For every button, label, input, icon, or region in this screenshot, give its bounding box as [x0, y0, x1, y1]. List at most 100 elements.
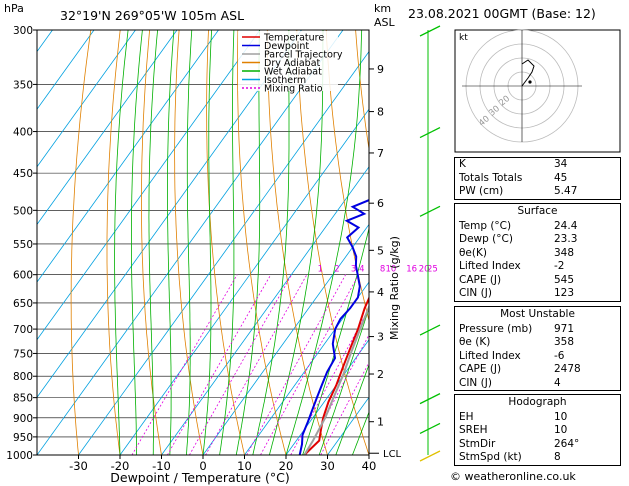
most-unstable-panel: Most Unstable Pressure (mb) 971 θe (K) 358 Li…	[454, 306, 621, 391]
dry-adiabat	[70, 30, 92, 455]
mixing-ratio-line	[205, 274, 308, 455]
asl-unit: ASL	[374, 16, 396, 29]
hodograph-stats-panel: Hodograph EH 10 SREH 10 StmDir 264° StmSpd (kt)…	[454, 394, 621, 466]
wet-adiabat	[318, 306, 369, 455]
series-parcel-trajectory	[303, 304, 369, 455]
panel-title: Most Unstable	[500, 308, 575, 320]
mixing-ratio-line	[320, 361, 369, 455]
mixing-ratio-value: 16	[406, 265, 417, 275]
row-value: 358	[554, 336, 575, 348]
panel-title: Hodograph	[508, 396, 567, 408]
row-label: Pressure (mb)	[459, 322, 533, 335]
mixing-ratio-value: 8	[380, 265, 385, 275]
copyright: © weatheronline.co.uk	[450, 470, 576, 483]
panel-row: CIN (J) 123	[455, 287, 620, 301]
legend-box	[238, 31, 338, 91]
temperature-tick-label: 40	[362, 459, 377, 473]
wind-barb	[419, 130, 433, 139]
legend-label: Wet Adiabat	[264, 67, 322, 78]
wet-adiabat	[235, 30, 261, 455]
row-value: 10	[554, 424, 568, 436]
pressure-tick-label: 300	[13, 25, 33, 37]
surface-panel: Surface Temp (°C) 24.4 Dewp (°C) 23.3 θe(K) 34…	[454, 203, 621, 302]
legend-label: Temperature	[263, 33, 324, 44]
dry-adiabat	[355, 30, 369, 152]
row-label: EH	[459, 410, 474, 423]
km-tick-label: 7	[377, 147, 384, 160]
panel-row: θe(K) 348	[455, 247, 620, 261]
dry-adiabat	[325, 30, 369, 323]
temperature-tick-label: -20	[111, 459, 130, 473]
pressure-tick-label: 550	[13, 239, 33, 251]
wind-barb-flag	[431, 422, 441, 429]
mixing-ratio-line	[246, 274, 346, 455]
location: 32°19'N 269°05'W 105m ASL	[60, 8, 244, 23]
mixing-ratio-value: 25	[427, 265, 438, 275]
row-value: -2	[554, 260, 565, 272]
hodograph-unit: kt	[459, 33, 468, 43]
legend-label: Parcel Trajectory	[264, 50, 343, 61]
wet-adiabat	[186, 30, 193, 455]
temperature-tick-label: -30	[69, 459, 88, 473]
row-label: Dewp (°C)	[459, 233, 513, 245]
isotherm	[37, 30, 95, 110]
km-unit: km	[374, 2, 391, 15]
row-label: θe(K)	[459, 246, 487, 259]
km-tick-label: 8	[377, 106, 384, 119]
legend-label: Mixing Ratio	[264, 84, 323, 95]
temperature-tick-label: 30	[320, 459, 335, 473]
header-datetime: 23.08.2021 00GMT (Base: 12)	[408, 6, 596, 21]
hodograph-trace	[521, 59, 535, 87]
mixing-ratio-line	[260, 274, 360, 455]
legend-label: Dry Adiabat	[264, 58, 321, 69]
panel-row: K 34	[455, 158, 620, 172]
wind-barb	[419, 397, 433, 405]
panel-row: CAPE (J) 545	[455, 274, 620, 288]
mixing-ratio-line	[305, 334, 369, 455]
wet-adiabat	[302, 226, 369, 455]
wet-adiabat	[202, 30, 212, 455]
wind-barb-flag	[431, 25, 441, 31]
km-tick-label: 6	[377, 197, 384, 210]
indices-panel: K 34 Totals Totals 45 PW (cm) 5.47	[454, 157, 621, 200]
row-value: 971	[554, 322, 575, 335]
row-value: 264°	[554, 437, 580, 450]
pressure-tick-label: 950	[13, 432, 33, 444]
dry-adiabat	[296, 30, 369, 455]
dry-adiabat	[237, 30, 287, 455]
panel-row: EH 10	[455, 411, 620, 425]
mixing-ratio-value: 20	[419, 265, 430, 275]
row-label: CAPE (J)	[459, 273, 502, 286]
series-dewpoint	[298, 199, 369, 455]
pressure-tick-label: 350	[13, 79, 33, 91]
panel-row: Dewp (°C) 23.3	[455, 233, 620, 247]
wind-barb	[419, 328, 433, 336]
dry-adiabat	[106, 30, 121, 455]
wet-adiabat	[269, 30, 324, 455]
row-label: CAPE (J)	[459, 363, 502, 375]
row-label: Temp (°C)	[459, 219, 512, 232]
row-label: Lifted Index	[459, 260, 521, 272]
row-value: 2478	[554, 363, 581, 375]
isotherm	[161, 166, 369, 455]
row-label: Totals Totals	[459, 171, 523, 184]
pressure-tick-label: 1000	[6, 450, 33, 462]
panel-row: StmDir 264°	[455, 438, 620, 452]
mixing-ratio-value: 10	[386, 265, 397, 275]
mixing-ratio-line	[189, 274, 292, 455]
wet-adiabat	[148, 30, 158, 455]
legend-label: Isotherm	[264, 75, 306, 86]
mixing-ratio-value: 4	[359, 265, 364, 275]
wind-barb-flag	[431, 450, 441, 456]
wet-adiabat	[131, 30, 143, 455]
panel-row: Temp (°C) 24.4	[455, 220, 620, 234]
row-label: θe (K)	[459, 336, 491, 348]
panel-row: CIN (J) 4	[455, 377, 620, 391]
row-value: 34	[554, 158, 568, 170]
km-tick-label: 9	[377, 63, 384, 76]
pressure-tick-label: 600	[13, 270, 33, 282]
row-label: SREH	[459, 424, 488, 436]
wind-barb	[419, 454, 433, 462]
isotherm	[0, 30, 11, 455]
